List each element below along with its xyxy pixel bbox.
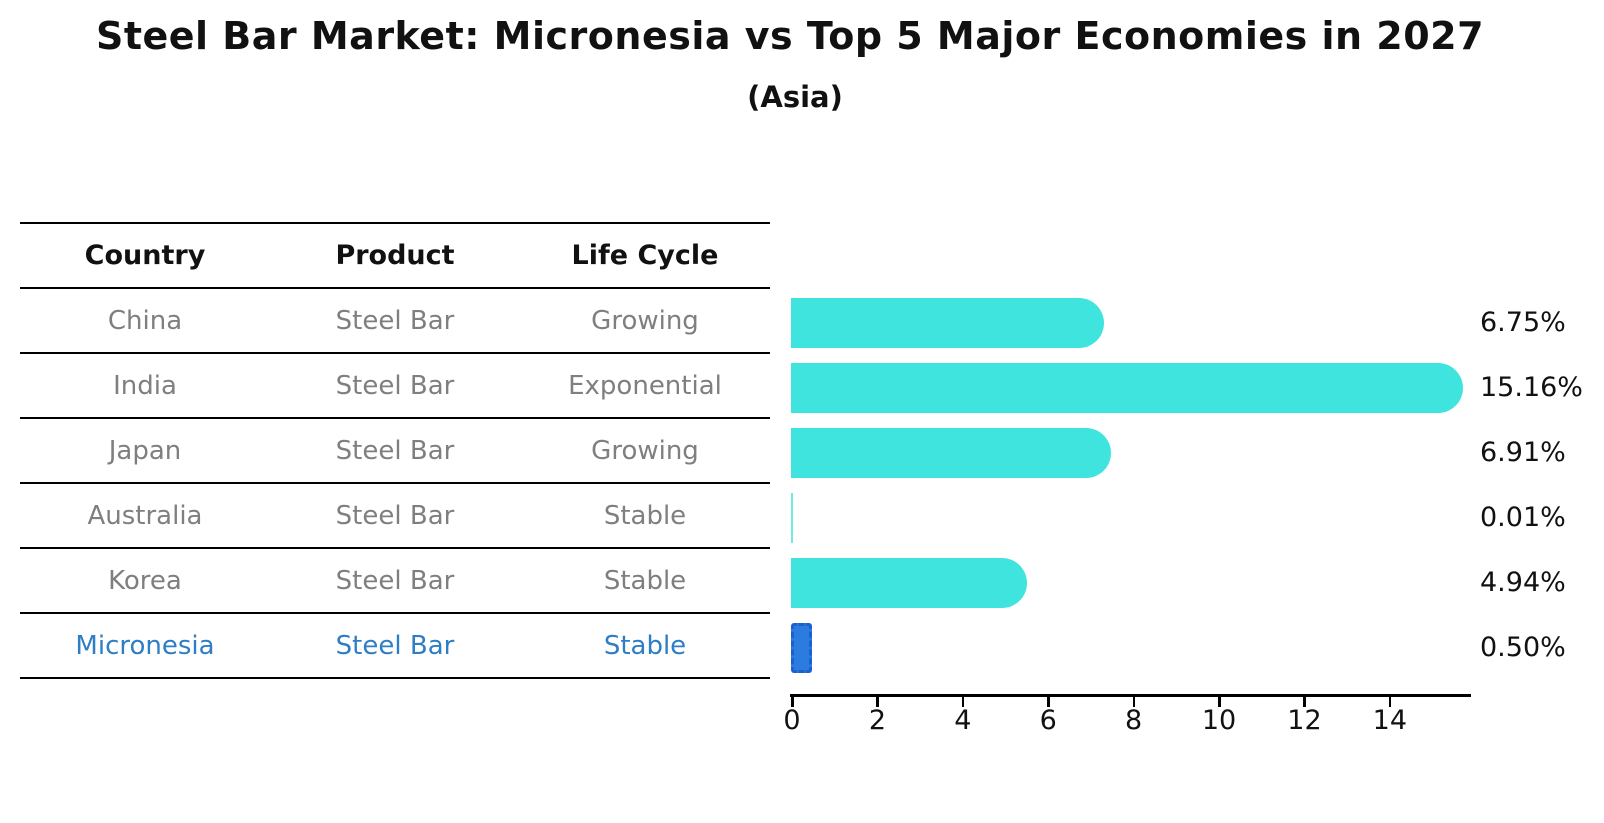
table-cell-country: Australia: [87, 500, 203, 531]
table-cell-product: Steel Bar: [335, 565, 455, 596]
x-tick-label: 10: [1201, 705, 1237, 736]
x-tick-label: 6: [1039, 705, 1057, 736]
bar-india: [791, 362, 1464, 413]
table-row-australia: Australia Steel Bar Stable: [20, 484, 770, 549]
table-cell-life-cycle: Stable: [603, 500, 687, 531]
x-tick: [1303, 697, 1306, 707]
x-tick: [1388, 697, 1392, 707]
value-label-korea: 4.94%: [1480, 567, 1566, 598]
x-axis-line: [790, 694, 1471, 697]
bar-china: [791, 297, 1105, 348]
x-tick-label: 0: [783, 705, 801, 736]
table-row-micronesia: Micronesia Steel Bar Stable: [20, 614, 770, 679]
x-tick: [1218, 697, 1221, 707]
x-tick: [1132, 697, 1136, 707]
chart-title: Steel Bar Market: Micronesia vs Top 5 Ma…: [95, 14, 1485, 58]
value-label-india: 15.16%: [1480, 372, 1583, 403]
value-label-japan: 6.91%: [1480, 437, 1566, 468]
value-label-micronesia: 0.50%: [1480, 632, 1566, 663]
table-header-life-cycle: Life Cycle: [571, 240, 719, 271]
bar-australia: [791, 492, 793, 543]
chart-subtitle: (Asia): [747, 80, 843, 114]
table-cell-product: Steel Bar: [335, 630, 455, 661]
bar-japan: [791, 427, 1112, 478]
table-cell-product: Steel Bar: [335, 435, 455, 466]
table-row-japan: Japan Steel Bar Growing: [20, 419, 770, 484]
table-row-korea: Korea Steel Bar Stable: [20, 549, 770, 614]
table-row-china: China Steel Bar Growing: [20, 289, 770, 354]
table-cell-life-cycle: Growing: [591, 305, 699, 336]
table-cell-life-cycle: Stable: [603, 630, 687, 661]
x-tick: [1047, 697, 1050, 707]
table-header-product: Product: [335, 240, 455, 271]
x-tick: [961, 697, 965, 707]
country-table: Country Product Life Cycle China Steel Bar G…: [20, 222, 770, 679]
x-tick-label: 8: [1125, 705, 1143, 736]
bar-micronesia: [791, 622, 813, 673]
value-label-china: 6.75%: [1480, 307, 1566, 338]
bar-plot: [791, 290, 1473, 680]
x-tick-label: 2: [868, 705, 886, 736]
table-cell-product: Steel Bar: [335, 305, 455, 336]
table-cell-country: Japan: [108, 435, 182, 466]
bar-korea: [791, 557, 1027, 608]
table-row-india: India Steel Bar Exponential: [20, 354, 770, 419]
table-cell-country: China: [107, 305, 183, 336]
table-header-row: Country Product Life Cycle: [20, 224, 770, 289]
x-tick: [876, 697, 879, 707]
table-cell-life-cycle: Growing: [591, 435, 699, 466]
value-label-australia: 0.01%: [1480, 502, 1566, 533]
table-cell-product: Steel Bar: [335, 370, 455, 401]
table-cell-product: Steel Bar: [335, 500, 455, 531]
table-cell-country: Micronesia: [75, 630, 215, 661]
country-table-body: China Steel Bar Growing India Steel Bar Expon…: [20, 289, 770, 679]
table-cell-life-cycle: Exponential: [568, 370, 722, 401]
x-tick-label: 4: [954, 705, 972, 736]
table-cell-country: India: [113, 370, 177, 401]
x-tick-label: 14: [1372, 705, 1408, 736]
x-tick: [791, 697, 794, 707]
table-header-country: Country: [84, 240, 206, 271]
x-tick-label: 12: [1287, 705, 1322, 736]
table-cell-life-cycle: Stable: [603, 565, 687, 596]
table-cell-country: Korea: [108, 565, 182, 596]
